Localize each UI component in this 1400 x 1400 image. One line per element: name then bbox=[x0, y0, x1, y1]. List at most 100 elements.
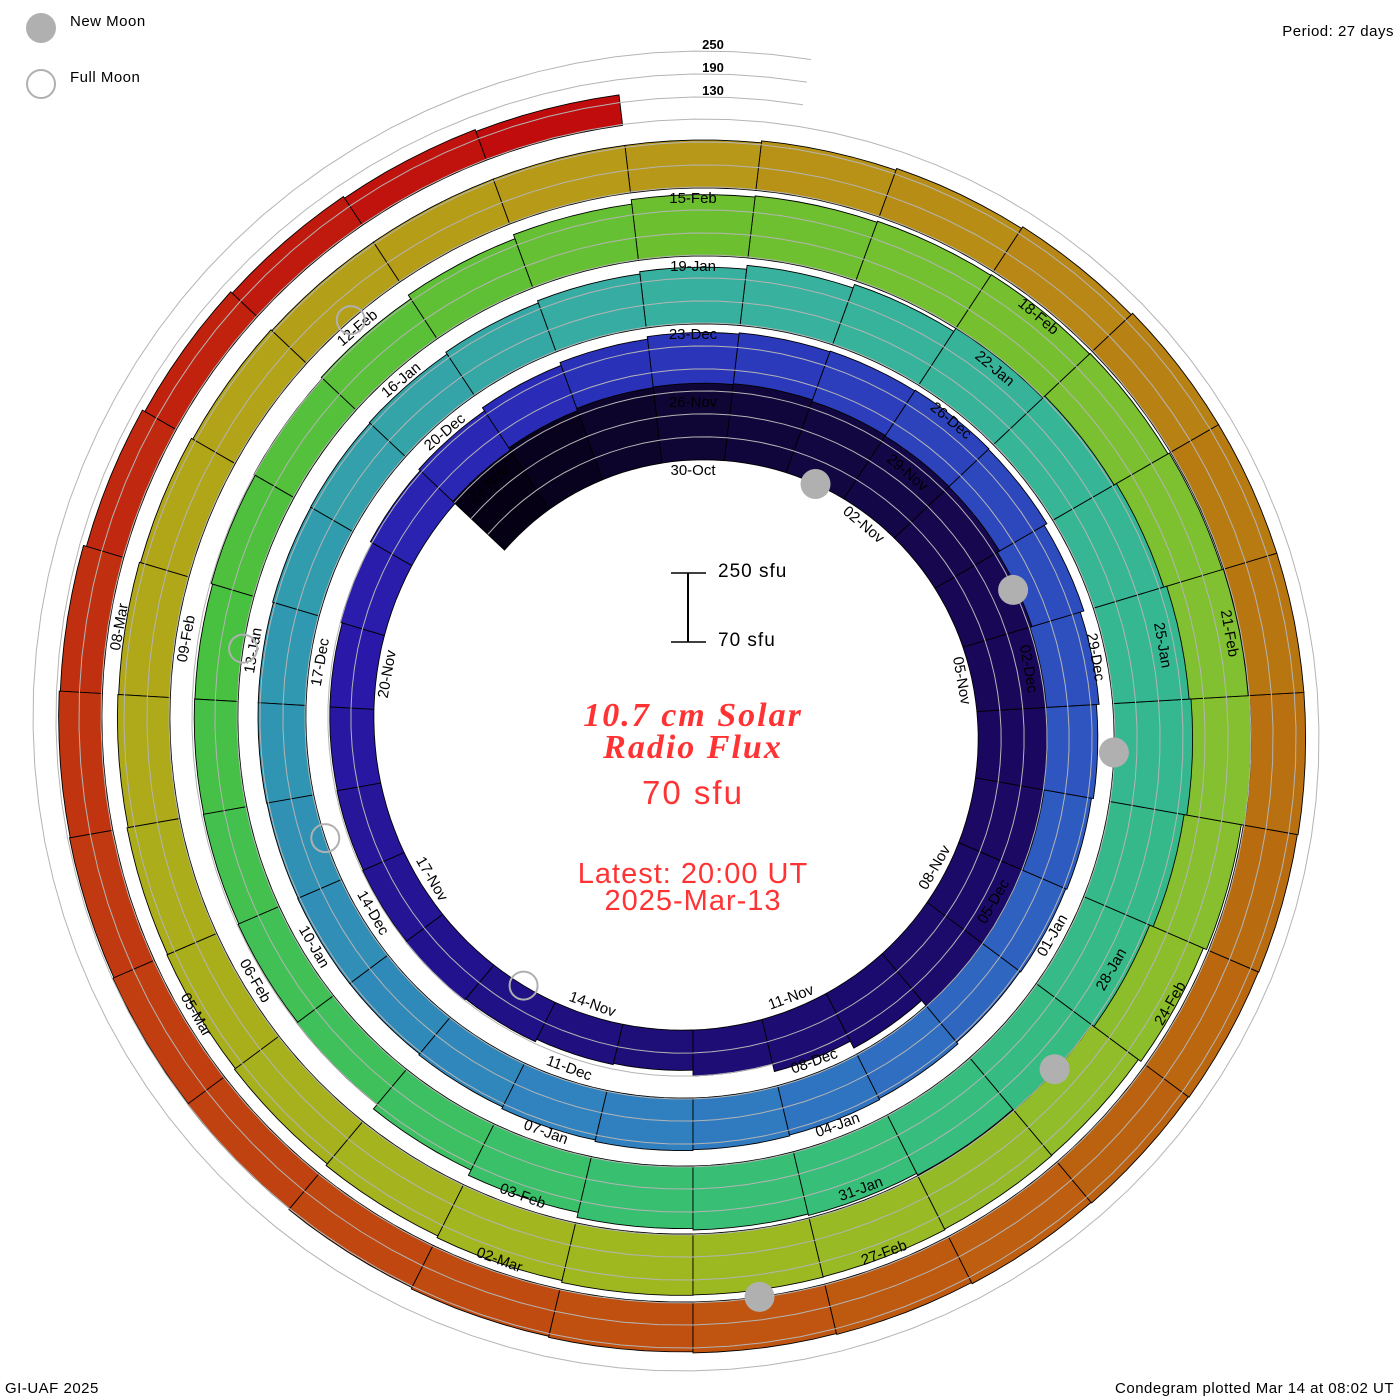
new-moon-marker bbox=[1098, 737, 1129, 768]
level-label-190: 190 bbox=[702, 60, 724, 75]
full-moon-marker bbox=[228, 633, 259, 664]
flux-day-bar bbox=[975, 707, 1048, 791]
latest-time: Latest: 20:00 UT bbox=[577, 858, 809, 890]
flux-day-bar bbox=[856, 1004, 959, 1100]
date-label: 23-Dec bbox=[669, 326, 718, 343]
flux-day-bar bbox=[372, 178, 511, 283]
flux-day-bar bbox=[192, 329, 308, 465]
flux-day-bar bbox=[139, 437, 236, 578]
flux-day-bar bbox=[325, 1120, 465, 1237]
flux-day-bar bbox=[257, 702, 315, 804]
flux-day-bar bbox=[548, 1288, 694, 1353]
date-label: 15-Feb bbox=[669, 190, 717, 207]
flux-day-bar bbox=[761, 992, 851, 1073]
date-label: 19-Jan bbox=[670, 258, 716, 275]
flux-day-bar bbox=[755, 140, 897, 218]
baseline-value: 70 sfu bbox=[642, 774, 744, 811]
flux-day-bar bbox=[166, 932, 280, 1070]
grid-spiral-130 bbox=[78, 96, 1274, 1326]
flux-day-bar bbox=[445, 302, 557, 397]
legend-full-moon-label: Full Moon bbox=[70, 69, 141, 86]
flux-day-bar bbox=[372, 1068, 495, 1171]
scale-bar bbox=[671, 572, 706, 643]
full-moon-marker bbox=[508, 970, 539, 1001]
new-moon-marker bbox=[800, 469, 831, 500]
flux-day-bar bbox=[297, 878, 389, 985]
flux-day-bar bbox=[692, 1018, 774, 1077]
legend-new-moon-label: New Moon bbox=[70, 13, 146, 30]
flux-day-bar bbox=[535, 1001, 624, 1066]
flux-day-bar bbox=[808, 1175, 946, 1278]
flux-day-bar bbox=[418, 1016, 526, 1108]
flux-day-bar bbox=[576, 1156, 694, 1229]
flux-day-bar bbox=[452, 449, 550, 551]
flux-day-bar bbox=[349, 954, 451, 1055]
flux-day-bar bbox=[1056, 1064, 1189, 1204]
new-moon-marker bbox=[744, 1281, 775, 1312]
flux-day-bar bbox=[917, 327, 1044, 446]
flux-day-bar bbox=[824, 1235, 973, 1335]
flux-day-bar bbox=[68, 829, 155, 979]
flux-day-bar bbox=[886, 1057, 1014, 1176]
flux-day-bar bbox=[59, 544, 125, 695]
moon-markers bbox=[228, 305, 1129, 1312]
flux-day-bar bbox=[692, 1151, 809, 1231]
grid-spirals bbox=[32, 50, 1320, 1372]
flux-day-bar bbox=[210, 474, 295, 598]
flux-day-bar bbox=[1091, 312, 1220, 453]
flux-day-bar bbox=[1052, 482, 1165, 609]
flux-day-bar bbox=[624, 139, 762, 194]
flux-day-bar bbox=[343, 129, 487, 226]
flux-day-bar bbox=[329, 622, 385, 710]
flux-day-bar bbox=[85, 409, 177, 559]
flux-day-bar bbox=[288, 1172, 434, 1289]
chart-title-line2: Radio Flux bbox=[603, 729, 783, 766]
flux-day-bar bbox=[612, 1023, 694, 1071]
flux-day-bar bbox=[777, 1053, 881, 1136]
flux-day-bar bbox=[465, 964, 556, 1043]
flux-day-bar bbox=[594, 1089, 694, 1152]
flux-day-bar bbox=[561, 1222, 694, 1296]
footer-credit: GI-UAF 2025 bbox=[5, 1380, 99, 1397]
flux-day-bar bbox=[1169, 423, 1278, 570]
full-moon-legend-icon bbox=[26, 69, 56, 99]
flux-day-bar bbox=[309, 422, 407, 533]
flux-day-bar bbox=[747, 195, 878, 282]
flux-day-bar bbox=[112, 959, 226, 1105]
flux-day-bar bbox=[257, 601, 320, 706]
flux-day-bar bbox=[492, 144, 631, 225]
footer-plotted-time: Condegram plotted Mar 14 at 08:02 UT bbox=[1115, 1380, 1394, 1397]
flux-day-bar bbox=[831, 283, 955, 386]
flux-day-bar bbox=[329, 706, 382, 792]
date-label: 26-Nov bbox=[669, 394, 718, 411]
flux-day-bar bbox=[652, 382, 734, 464]
flux-day-bar bbox=[144, 291, 258, 431]
period-label: Period: 27 days bbox=[1282, 23, 1394, 40]
chart-title-line1: 10.7 cm Solar bbox=[583, 697, 803, 734]
level-label-250: 250 bbox=[702, 37, 724, 52]
full-moon-marker bbox=[310, 823, 341, 854]
flux-day-bar bbox=[501, 1062, 608, 1141]
flux-day-bar bbox=[855, 220, 992, 330]
flux-day-bar bbox=[467, 1123, 592, 1214]
flux-day-bar bbox=[536, 273, 647, 353]
flux-day-bar bbox=[1092, 585, 1190, 705]
flux-day-bar bbox=[58, 690, 114, 839]
latest-date: 2025-Mar-13 bbox=[604, 885, 782, 917]
flux-day-bar bbox=[508, 410, 604, 510]
flux-day-bar bbox=[1144, 949, 1259, 1098]
flux-day-bar bbox=[512, 203, 639, 289]
flux-day-bar bbox=[692, 1217, 824, 1296]
flux-day-bar bbox=[739, 264, 854, 346]
flux-day-bar bbox=[193, 698, 248, 815]
grid-spiral-250 bbox=[32, 50, 1320, 1372]
flux-day-bar bbox=[958, 777, 1045, 871]
flux-day-bar bbox=[639, 266, 748, 329]
flux-day-bar bbox=[1207, 824, 1298, 973]
flux-day-bar bbox=[1242, 691, 1307, 836]
grid-spiral-190 bbox=[55, 73, 1297, 1349]
flux-day-bar bbox=[231, 195, 364, 318]
flux-day-bar bbox=[272, 506, 354, 617]
flux-day-bar bbox=[407, 238, 534, 340]
flux-day-bar bbox=[237, 905, 335, 1023]
